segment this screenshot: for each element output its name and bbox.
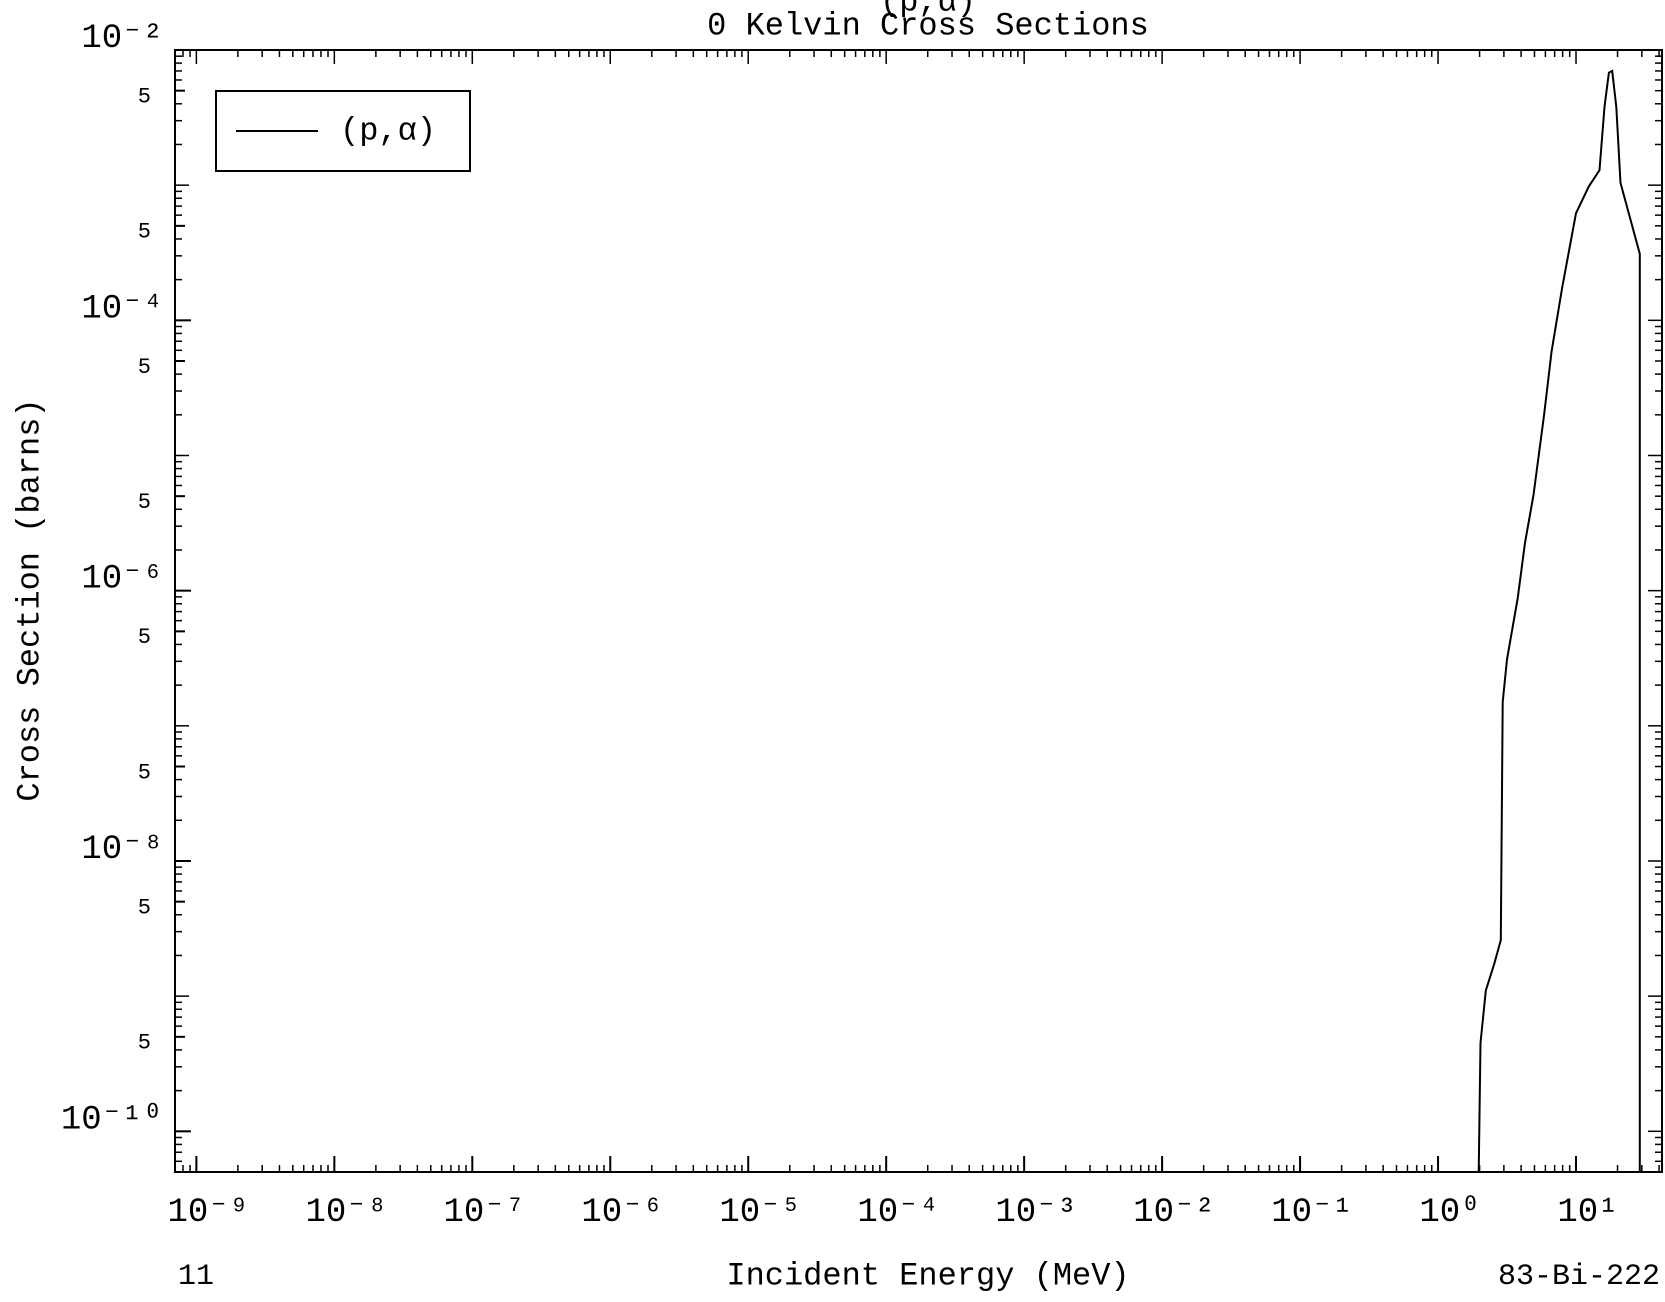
y-tick-label: 10⁻²: [81, 20, 163, 58]
y-tick-label: 5: [138, 85, 151, 110]
x-tick-label: 10⁰: [1419, 1194, 1480, 1232]
x-tick-label: 10⁻¹: [1271, 1194, 1353, 1232]
x-tick-label: 10⁻⁹: [168, 1194, 250, 1232]
x-axis-label: Incident Energy (MeV): [726, 1257, 1129, 1294]
y-axis-label: Cross Section (barns): [11, 398, 48, 801]
x-tick-label: 10¹: [1557, 1194, 1618, 1232]
x-tick-label: 10⁻⁶: [581, 1194, 663, 1232]
y-tick-label: 10⁻¹⁰: [61, 1101, 163, 1139]
y-tick-label: 5: [138, 625, 151, 650]
y-tick-label: 5: [138, 355, 151, 380]
y-tick-label: 5: [138, 760, 151, 785]
plot-frame: [174, 49, 1663, 1173]
y-tick-label: 5: [138, 220, 151, 245]
x-tick-label: 10⁻⁸: [305, 1194, 387, 1232]
footer-right: 83-Bi-222: [1498, 1260, 1660, 1294]
x-tick-label: 10⁻⁷: [443, 1194, 525, 1232]
x-tick-label: 10⁻⁴: [857, 1194, 939, 1232]
y-tick-label: 10⁻⁸: [81, 831, 163, 869]
y-tick-label: 10⁻⁶: [81, 561, 163, 599]
legend-label: (p,α): [340, 112, 436, 149]
x-tick-label: 10⁻⁵: [719, 1194, 801, 1232]
y-tick-label: 5: [138, 1031, 151, 1056]
y-tick-label: 5: [138, 490, 151, 515]
footer-left: 11: [178, 1260, 214, 1294]
y-tick-label: 5: [138, 895, 151, 920]
x-tick-label: 10⁻³: [995, 1194, 1077, 1232]
y-tick-label: 10⁻⁴: [81, 290, 163, 328]
data-line: [1477, 69, 1641, 1172]
x-tick-label: 10⁻²: [1133, 1194, 1215, 1232]
chart-title: (p,α): [880, 0, 976, 20]
chart-subtitle: 0 Kelvin Cross Sections: [707, 7, 1149, 44]
